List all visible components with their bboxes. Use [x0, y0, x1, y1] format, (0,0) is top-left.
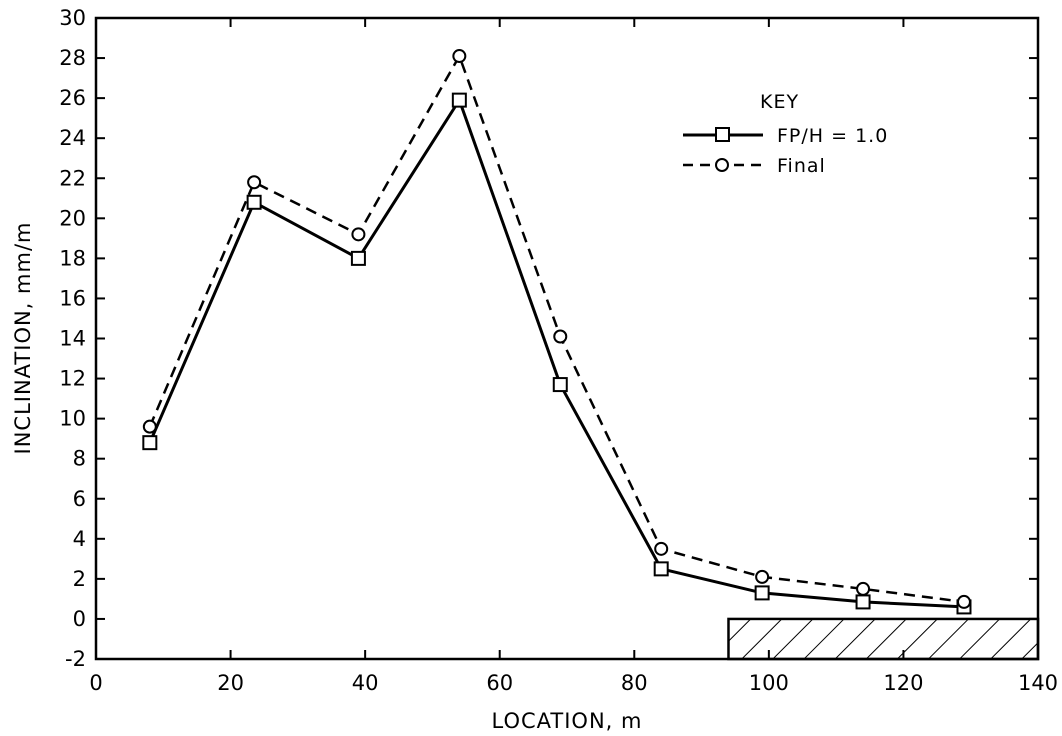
- data-point-square: [142, 435, 158, 451]
- series-line-fp-h: [148, 96, 965, 609]
- data-point-circle: [755, 569, 770, 584]
- y-tick-label: 28: [59, 46, 86, 70]
- hatched-region: [727, 617, 1040, 661]
- y-tick-label: 30: [59, 6, 86, 30]
- y-tick-label: 8: [73, 447, 86, 471]
- data-point-circle: [247, 175, 262, 190]
- x-tick-label: 40: [352, 671, 379, 695]
- data-point-square: [552, 377, 568, 393]
- data-point-circle: [452, 49, 467, 64]
- y-tick-label: 16: [59, 286, 86, 310]
- legend-title: KEY: [760, 91, 799, 113]
- y-tick-label: 26: [59, 86, 86, 110]
- legend: KEY FP/H = 1.0 Final: [683, 91, 888, 177]
- y-tick-label: -2: [65, 647, 86, 671]
- y-axis-title: INCLINATION, mm/m: [11, 222, 35, 455]
- y-tick-label: 18: [59, 246, 86, 270]
- legend-label-fp-h: FP/H = 1.0: [777, 125, 888, 147]
- data-point-square: [855, 594, 871, 610]
- x-tick-label: 140: [1018, 671, 1058, 695]
- y-tick-label: 14: [59, 327, 86, 351]
- legend-marker-square: [715, 127, 730, 142]
- x-axis-title: LOCATION, m: [492, 709, 643, 733]
- legend-label-final: Final: [777, 155, 826, 177]
- data-point-square: [653, 561, 669, 577]
- series-markers-layer: [142, 49, 972, 615]
- data-point-square: [451, 92, 467, 108]
- data-point-square: [350, 250, 366, 266]
- data-point-circle: [351, 227, 366, 242]
- y-tick-label: 2: [73, 567, 86, 591]
- data-point-square: [754, 585, 770, 601]
- data-point-circle: [856, 581, 871, 596]
- y-tick-label: 12: [59, 367, 86, 391]
- x-tick-label: 20: [217, 671, 244, 695]
- x-tick-label: 120: [883, 671, 923, 695]
- y-tick-label: 4: [73, 527, 86, 551]
- data-point-circle: [956, 594, 971, 609]
- y-tick-label: 24: [59, 126, 86, 150]
- x-tick-label: 80: [621, 671, 648, 695]
- y-tick-label: 10: [59, 407, 86, 431]
- plot-frame: [94, 16, 1040, 661]
- y-tick-label: 22: [59, 166, 86, 190]
- y-tick-label: 20: [59, 206, 86, 230]
- ticks-layer: 0 20 40 60 80 100 120 140-202468101214161820222…: [59, 6, 1058, 695]
- x-tick-label: 60: [486, 671, 513, 695]
- y-tick-label: 0: [73, 607, 86, 631]
- data-point-circle: [654, 541, 669, 556]
- legend-marker-circle: [715, 158, 729, 172]
- x-tick-label: 100: [749, 671, 789, 695]
- y-tick-label: 6: [73, 487, 86, 511]
- data-point-square: [246, 194, 262, 210]
- data-point-circle: [553, 329, 568, 344]
- hatched-region-layer: [727, 617, 1040, 661]
- x-tick-label: 0: [89, 671, 102, 695]
- data-point-circle: [142, 419, 157, 434]
